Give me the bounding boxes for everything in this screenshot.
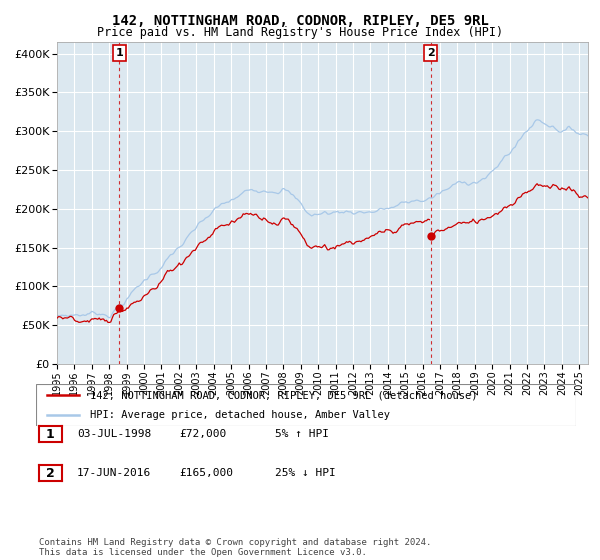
Text: 142, NOTTINGHAM ROAD, CODNOR, RIPLEY, DE5 9RL: 142, NOTTINGHAM ROAD, CODNOR, RIPLEY, DE…	[112, 14, 488, 28]
Text: 1: 1	[46, 427, 55, 441]
Text: £165,000: £165,000	[179, 468, 233, 478]
Text: 25% ↓ HPI: 25% ↓ HPI	[275, 468, 335, 478]
Text: 142, NOTTINGHAM ROAD, CODNOR, RIPLEY, DE5 9RL (detached house): 142, NOTTINGHAM ROAD, CODNOR, RIPLEY, DE…	[90, 390, 478, 400]
Text: 2: 2	[427, 48, 434, 58]
Text: 1: 1	[115, 48, 123, 58]
Text: 2: 2	[46, 466, 55, 480]
Text: 17-JUN-2016: 17-JUN-2016	[77, 468, 151, 478]
Text: Price paid vs. HM Land Registry's House Price Index (HPI): Price paid vs. HM Land Registry's House …	[97, 26, 503, 39]
Text: 5% ↑ HPI: 5% ↑ HPI	[275, 429, 329, 439]
Text: HPI: Average price, detached house, Amber Valley: HPI: Average price, detached house, Ambe…	[90, 410, 390, 420]
Text: Contains HM Land Registry data © Crown copyright and database right 2024.
This d: Contains HM Land Registry data © Crown c…	[39, 538, 431, 557]
Text: £72,000: £72,000	[179, 429, 226, 439]
Text: 03-JUL-1998: 03-JUL-1998	[77, 429, 151, 439]
